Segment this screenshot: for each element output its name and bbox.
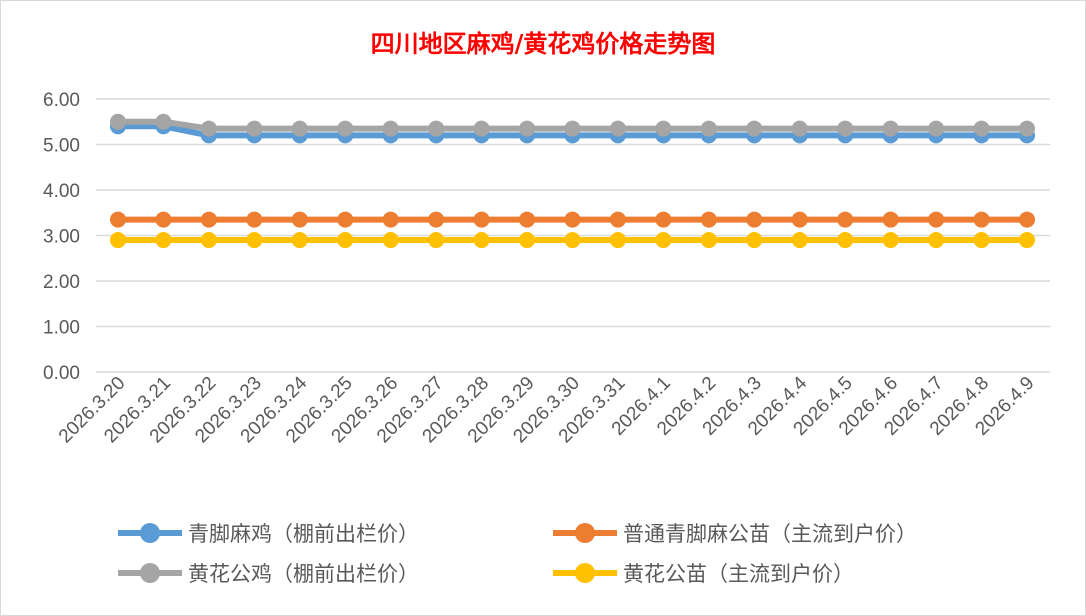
y-tick-label: 6.00: [43, 90, 80, 111]
data-point-series-1: [564, 211, 581, 228]
data-point-series-2: [1019, 120, 1035, 137]
data-point-series-2: [246, 120, 263, 137]
data-point-series-3: [882, 232, 899, 249]
legend-label: 普通青脚麻公苗（主流到户价）: [623, 522, 917, 546]
data-point-series-3: [837, 232, 854, 249]
legend-marker: [553, 561, 617, 585]
y-tick-label: 2.00: [43, 272, 80, 293]
legend-label: 青脚麻鸡（棚前出栏价）: [188, 522, 419, 546]
data-point-series-1: [973, 211, 990, 228]
data-point-series-3: [110, 232, 126, 249]
legend-item-series-0: 青脚麻鸡（棚前出栏价）: [118, 518, 419, 548]
data-point-series-2: [519, 120, 536, 137]
legend-item-series-3: 黄花公苗（主流到户价）: [553, 558, 854, 588]
y-tick-label: 1.00: [43, 318, 80, 339]
data-point-series-1: [291, 211, 308, 228]
data-point-series-3: [382, 232, 399, 249]
y-tick-label: 4.00: [43, 181, 80, 202]
data-point-series-2: [928, 120, 945, 137]
data-point-series-1: [700, 211, 717, 228]
data-point-series-1: [791, 211, 808, 228]
data-point-series-2: [200, 120, 217, 137]
data-point-series-1: [337, 211, 354, 228]
data-point-series-1: [110, 211, 126, 228]
legend-marker: [118, 521, 182, 545]
data-point-series-1: [837, 211, 854, 228]
y-tick-label: 3.00: [43, 227, 80, 248]
data-point-series-3: [155, 232, 172, 249]
data-point-series-1: [519, 211, 536, 228]
data-point-series-2: [473, 120, 490, 137]
data-point-series-3: [246, 232, 263, 249]
data-point-series-1: [473, 211, 490, 228]
data-point-series-2: [337, 120, 354, 137]
data-point-series-2: [973, 120, 990, 137]
data-point-series-3: [700, 232, 717, 249]
data-point-series-2: [155, 113, 172, 130]
y-tick-label: 0.00: [43, 363, 80, 384]
data-point-series-1: [382, 211, 399, 228]
data-point-series-1: [200, 211, 217, 228]
data-point-series-3: [473, 232, 490, 249]
data-point-series-3: [791, 232, 808, 249]
data-point-series-1: [882, 211, 899, 228]
legend-item-series-2: 黄花公鸡（棚前出栏价）: [118, 558, 419, 588]
legend-marker: [553, 521, 617, 545]
data-point-series-2: [564, 120, 581, 137]
data-point-series-2: [837, 120, 854, 137]
y-tick-label: 5.00: [43, 136, 80, 157]
data-point-series-1: [746, 211, 763, 228]
data-point-series-1: [1019, 211, 1035, 228]
data-point-series-3: [655, 232, 672, 249]
data-point-series-2: [428, 120, 445, 137]
data-point-series-1: [428, 211, 445, 228]
legend-label: 黄花公鸡（棚前出栏价）: [188, 562, 419, 586]
data-point-series-3: [928, 232, 945, 249]
data-point-series-3: [609, 232, 626, 249]
data-point-series-2: [746, 120, 763, 137]
legend-marker: [118, 561, 182, 585]
data-point-series-1: [609, 211, 626, 228]
data-point-series-2: [655, 120, 672, 137]
data-point-series-3: [428, 232, 445, 249]
data-point-series-2: [882, 120, 899, 137]
legend-item-series-1: 普通青脚麻公苗（主流到户价）: [553, 518, 917, 548]
data-point-series-1: [655, 211, 672, 228]
data-point-series-1: [155, 211, 172, 228]
data-point-series-3: [200, 232, 217, 249]
data-point-series-2: [291, 120, 308, 137]
legend-label: 黄花公苗（主流到户价）: [623, 562, 854, 586]
data-point-series-3: [519, 232, 536, 249]
data-point-series-2: [382, 120, 399, 137]
data-point-series-2: [110, 113, 126, 130]
data-point-series-1: [928, 211, 945, 228]
data-point-series-3: [1019, 232, 1035, 249]
data-point-series-3: [564, 232, 581, 249]
data-point-series-1: [246, 211, 263, 228]
chart-title: 四川地区麻鸡/黄花鸡价格走势图: [370, 29, 716, 58]
data-point-series-3: [746, 232, 763, 249]
data-point-series-2: [791, 120, 808, 137]
data-point-series-3: [337, 232, 354, 249]
data-point-series-3: [973, 232, 990, 249]
data-point-series-3: [291, 232, 308, 249]
data-point-series-2: [700, 120, 717, 137]
data-point-series-2: [609, 120, 626, 137]
